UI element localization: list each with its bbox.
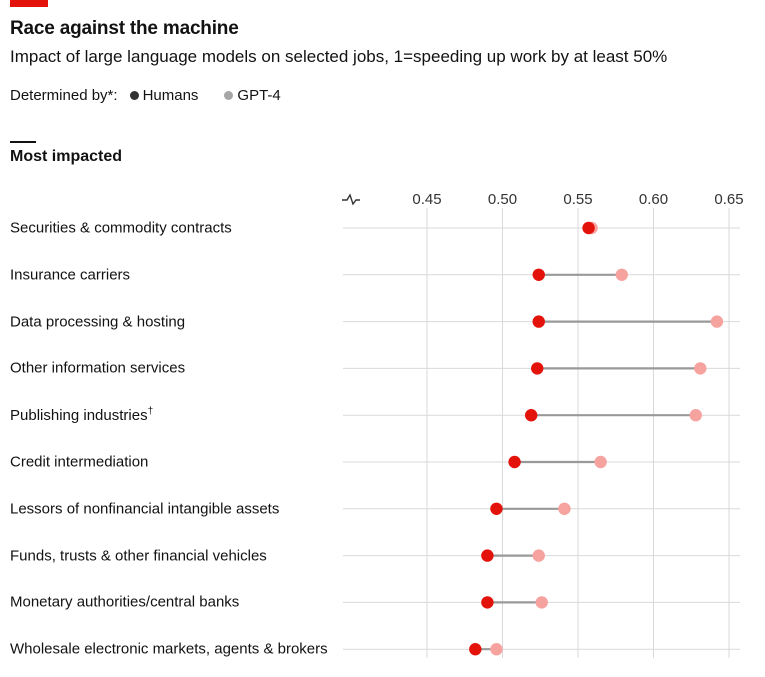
accent-bar: [10, 0, 48, 7]
category-label: Publishing industries†: [10, 406, 154, 425]
category-label: Funds, trusts & other financial vehicles: [10, 547, 267, 565]
footnote-mark: †: [147, 406, 154, 418]
section-rule: [10, 141, 36, 143]
x-tick-label: 0.50: [488, 191, 517, 208]
x-tick-label: 0.65: [714, 191, 743, 208]
humans-dot: [582, 221, 595, 235]
axis-break-icon: [342, 193, 360, 206]
x-tick-label: 0.45: [412, 191, 441, 208]
gpt4-dot: [689, 409, 702, 422]
gpt4-dot: [535, 596, 548, 609]
chart-title: Race against the machine: [10, 18, 239, 39]
x-tick-label: 0.60: [639, 191, 668, 208]
gpt4-dot: [594, 455, 607, 469]
legend-item-gpt4: GPT-4: [237, 87, 281, 104]
category-label: Wholesale electronic markets, agents & b…: [10, 640, 328, 658]
humans-dot: [481, 596, 494, 609]
category-label: Lessors of nonfinancial intangible asset…: [10, 500, 280, 518]
x-tick-label: 0.55: [563, 191, 592, 208]
humans-dot: [490, 502, 503, 515]
humans-dot: [531, 362, 544, 375]
chart-subtitle: Impact of large language models on selec…: [10, 47, 668, 66]
humans-dot: [532, 268, 545, 281]
humans-dot: [524, 409, 538, 422]
humans-dot: [481, 549, 494, 562]
gpt4-dot: [694, 362, 707, 375]
gpt4-dot: [710, 315, 724, 328]
section-title: Most impacted: [10, 148, 123, 165]
legend-dot-humans: [129, 91, 139, 100]
gpt4-dot: [558, 502, 571, 515]
legend: Determined by*: Humans GPT-4: [10, 87, 281, 104]
category-label: Data processing & hosting: [10, 313, 186, 331]
category-label: Monetary authorities/central banks: [10, 593, 240, 611]
category-label: Other information services: [10, 359, 186, 377]
legend-item-humans: Humans: [142, 87, 199, 104]
humans-dot: [508, 455, 521, 469]
category-label: Securities & commodity contracts: [10, 219, 232, 237]
humans-dot: [532, 315, 545, 328]
legend-dot-gpt4: [224, 91, 234, 100]
category-label: Credit intermediation: [10, 453, 149, 471]
category-label: Insurance carriers: [10, 266, 131, 284]
legend-label: Determined by*:: [10, 87, 118, 104]
gpt4-dot: [490, 643, 503, 656]
gpt4-dot: [532, 549, 545, 562]
gpt4-dot: [615, 268, 628, 281]
humans-dot: [469, 643, 482, 656]
